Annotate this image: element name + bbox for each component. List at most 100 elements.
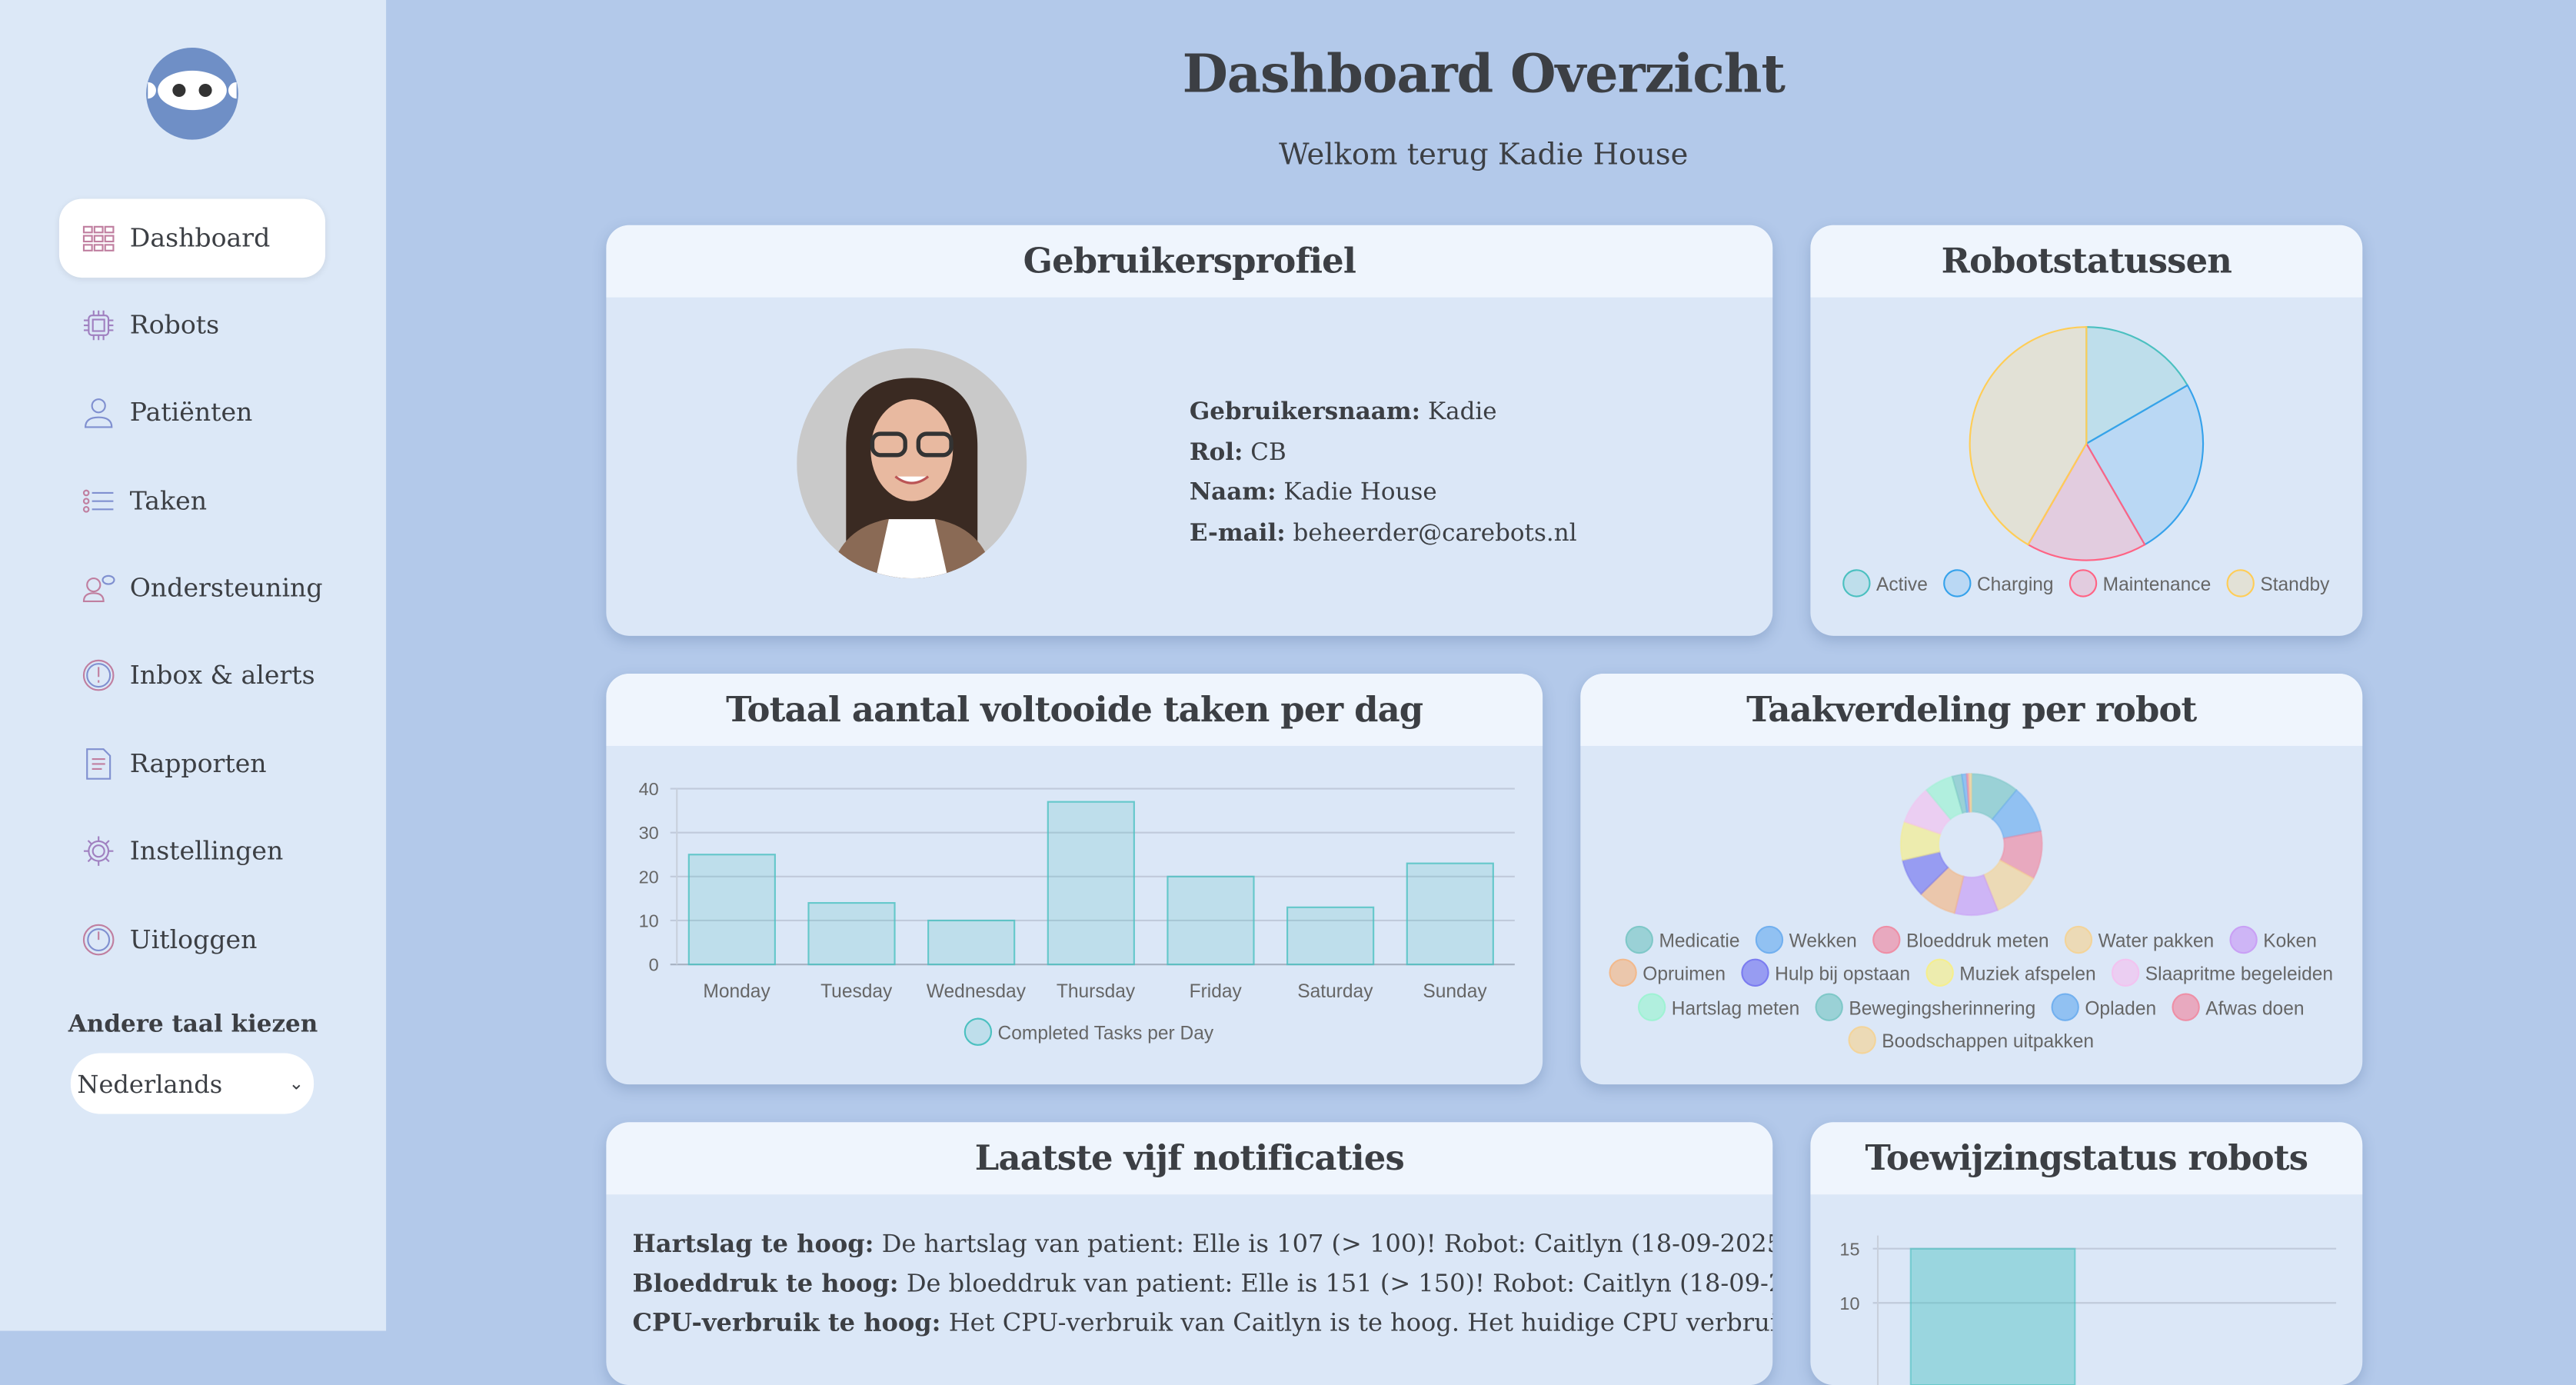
bar-monday[interactable]: [687, 854, 776, 966]
profile-field-label: Rol:: [1189, 438, 1243, 467]
notification-text: De bloeddruk van patient: Elle is 151 (>…: [906, 1268, 1772, 1298]
legend-label[interactable]: Maintenance: [2103, 574, 2212, 595]
legend-swatch: [1925, 958, 1954, 987]
legend-label[interactable]: Boodschappen uitpakken: [1882, 1031, 2094, 1052]
bar-sunday[interactable]: [1406, 862, 1494, 966]
sidebar-item-uitloggen[interactable]: Uitloggen: [59, 901, 325, 980]
notification-type: Hartslag te hoog:: [632, 1229, 874, 1259]
legend-swatch: [2064, 925, 2093, 954]
sidebar-item-label: Patiënten: [129, 398, 253, 428]
status-slice-standby[interactable]: [1969, 326, 2088, 546]
power-icon: [82, 924, 115, 956]
profile-field: Gebruikersnaam: Kadie: [1190, 393, 1577, 434]
language-label: Andere taal kiezen: [68, 1010, 318, 1039]
legend-label[interactable]: Medicatie: [1659, 931, 1739, 952]
legend-label[interactable]: Opladen: [2085, 998, 2156, 1019]
status-slice-active[interactable]: [2085, 326, 2189, 445]
sidebar-item-label: Ondersteuning: [129, 573, 323, 604]
assignment-title: Toewijzingstatus robots: [1810, 1122, 2363, 1195]
page-title: Dashboard Overzicht: [1182, 42, 1786, 105]
legend-swatch: [2229, 925, 2258, 954]
assignment-bar[interactable]: [1909, 1247, 2076, 1385]
status-slice-maintenance[interactable]: [2027, 441, 2146, 561]
x-tick-label: Tuesday: [820, 981, 893, 1002]
sidebar-item-taken[interactable]: Taken: [59, 461, 325, 541]
legend-swatch: [1815, 993, 1843, 1021]
legend-label[interactable]: Hartslag meten: [1672, 998, 1799, 1019]
legend-label[interactable]: Water pakken: [2098, 931, 2215, 952]
patient-icon: [85, 398, 113, 428]
sidebar-item-label: Rapporten: [129, 749, 267, 779]
sidebar-item-dashboard[interactable]: Dashboard: [58, 198, 326, 278]
sidebar-item-inbox-alerts[interactable]: Inbox & alerts: [59, 636, 325, 715]
legend-label[interactable]: Completed Tasks per Day: [998, 1023, 1214, 1044]
y-tick-label: 15: [1839, 1239, 1859, 1259]
legend-label[interactable]: Active: [1876, 574, 1928, 595]
bar-thursday[interactable]: [1047, 801, 1135, 966]
profile-title: Gebruikersprofiel: [606, 225, 1773, 298]
legend-label[interactable]: Standby: [2260, 574, 2330, 595]
bar-wednesday[interactable]: [927, 919, 1016, 966]
legend-label[interactable]: Bloeddruk meten: [1906, 931, 2049, 952]
list-icon: [82, 489, 114, 513]
bar-saturday[interactable]: [1286, 906, 1375, 966]
legend-label[interactable]: Slaapritme begeleiden: [2145, 964, 2333, 984]
x-tick-label: Friday: [1190, 981, 1243, 1002]
y-tick-label: 30: [639, 823, 659, 843]
tasks-title: Totaal aantal voltooide taken per dag: [606, 673, 1543, 746]
sidebar-item-label: Uitloggen: [129, 924, 258, 955]
avatar: [797, 348, 1027, 579]
sidebar-item-label: Dashboard: [129, 223, 271, 254]
sidebar-item-label: Instellingen: [129, 836, 284, 866]
notification-type: CPU-verbruik te hoog:: [632, 1307, 941, 1338]
robot-logo[interactable]: [145, 46, 240, 141]
legend-label[interactable]: Charging: [1977, 574, 2054, 595]
robot-status-title: Robotstatussen: [1810, 225, 2363, 298]
notification-item: Bloeddruk te hoog: De bloeddruk van pati…: [633, 1263, 1773, 1303]
alert-icon: [82, 659, 115, 691]
task-slice-boodschappen-uitpakken[interactable]: [1968, 773, 1972, 813]
report-icon: [86, 748, 111, 780]
sidebar-item-label: Taken: [129, 486, 208, 516]
bar-friday[interactable]: [1167, 875, 1255, 966]
language-select[interactable]: Nederlands ⌄: [70, 1053, 315, 1114]
profile-field-label: Naam:: [1189, 478, 1276, 507]
legend-label[interactable]: Hulp bij opstaan: [1775, 964, 1910, 984]
legend-swatch: [1872, 925, 1901, 954]
legend-swatch: [1637, 993, 1666, 1021]
notification-type: Bloeddruk te hoog:: [632, 1268, 899, 1298]
legend-swatch: [2172, 993, 2200, 1021]
y-tick-label: 10: [1839, 1293, 1859, 1313]
bar-tuesday[interactable]: [807, 902, 896, 966]
chip-icon: [83, 310, 114, 341]
legend-label[interactable]: Wekken: [1789, 931, 1857, 952]
sidebar-item-pati-nten[interactable]: Patiënten: [59, 373, 325, 452]
profile-field-label: Gebruikersnaam:: [1189, 398, 1421, 426]
distribution-card: Taakverdeling per robot Medicatie Wekken B…: [1580, 673, 2363, 1085]
y-tick-label: 10: [639, 911, 659, 931]
sidebar-item-rapporten[interactable]: Rapporten: [59, 724, 325, 804]
x-tick-label: Thursday: [1057, 981, 1136, 1002]
profile-field-value: Kadie: [1427, 399, 1497, 426]
sidebar-item-ondersteuning[interactable]: Ondersteuning: [59, 549, 325, 628]
profile-field: Naam: Kadie House: [1190, 474, 1577, 514]
x-tick-label: Monday: [703, 981, 770, 1002]
profile-field-value: beheerder@carebots.nl: [1293, 521, 1577, 548]
legend-label[interactable]: Afwas doen: [2205, 998, 2304, 1019]
legend-swatch: [2111, 958, 2140, 987]
status-slice-charging[interactable]: [2085, 384, 2205, 546]
legend-label[interactable]: Koken: [2263, 931, 2317, 952]
welcome-subtitle: Welkom terug Kadie House: [1279, 138, 1689, 173]
sidebar-item-robots[interactable]: Robots: [59, 286, 325, 365]
legend-swatch: [2226, 569, 2255, 598]
legend-swatch: [1609, 958, 1637, 987]
tasks-card: Totaal aantal voltooide taken per dag 0 1…: [606, 673, 1543, 1085]
legend-swatch: [1625, 925, 1653, 954]
legend-swatch: [1842, 569, 1871, 598]
legend-label[interactable]: Bewegingsherinnering: [1849, 998, 2035, 1019]
sidebar-item-instellingen[interactable]: Instellingen: [59, 811, 325, 891]
profile-field: E-mail: beheerder@carebots.nl: [1190, 514, 1577, 555]
legend-label[interactable]: Muziek afspelen: [1959, 964, 2095, 984]
profile-field-value: Kadie House: [1283, 480, 1437, 507]
legend-label[interactable]: Opruimen: [1642, 964, 1726, 984]
